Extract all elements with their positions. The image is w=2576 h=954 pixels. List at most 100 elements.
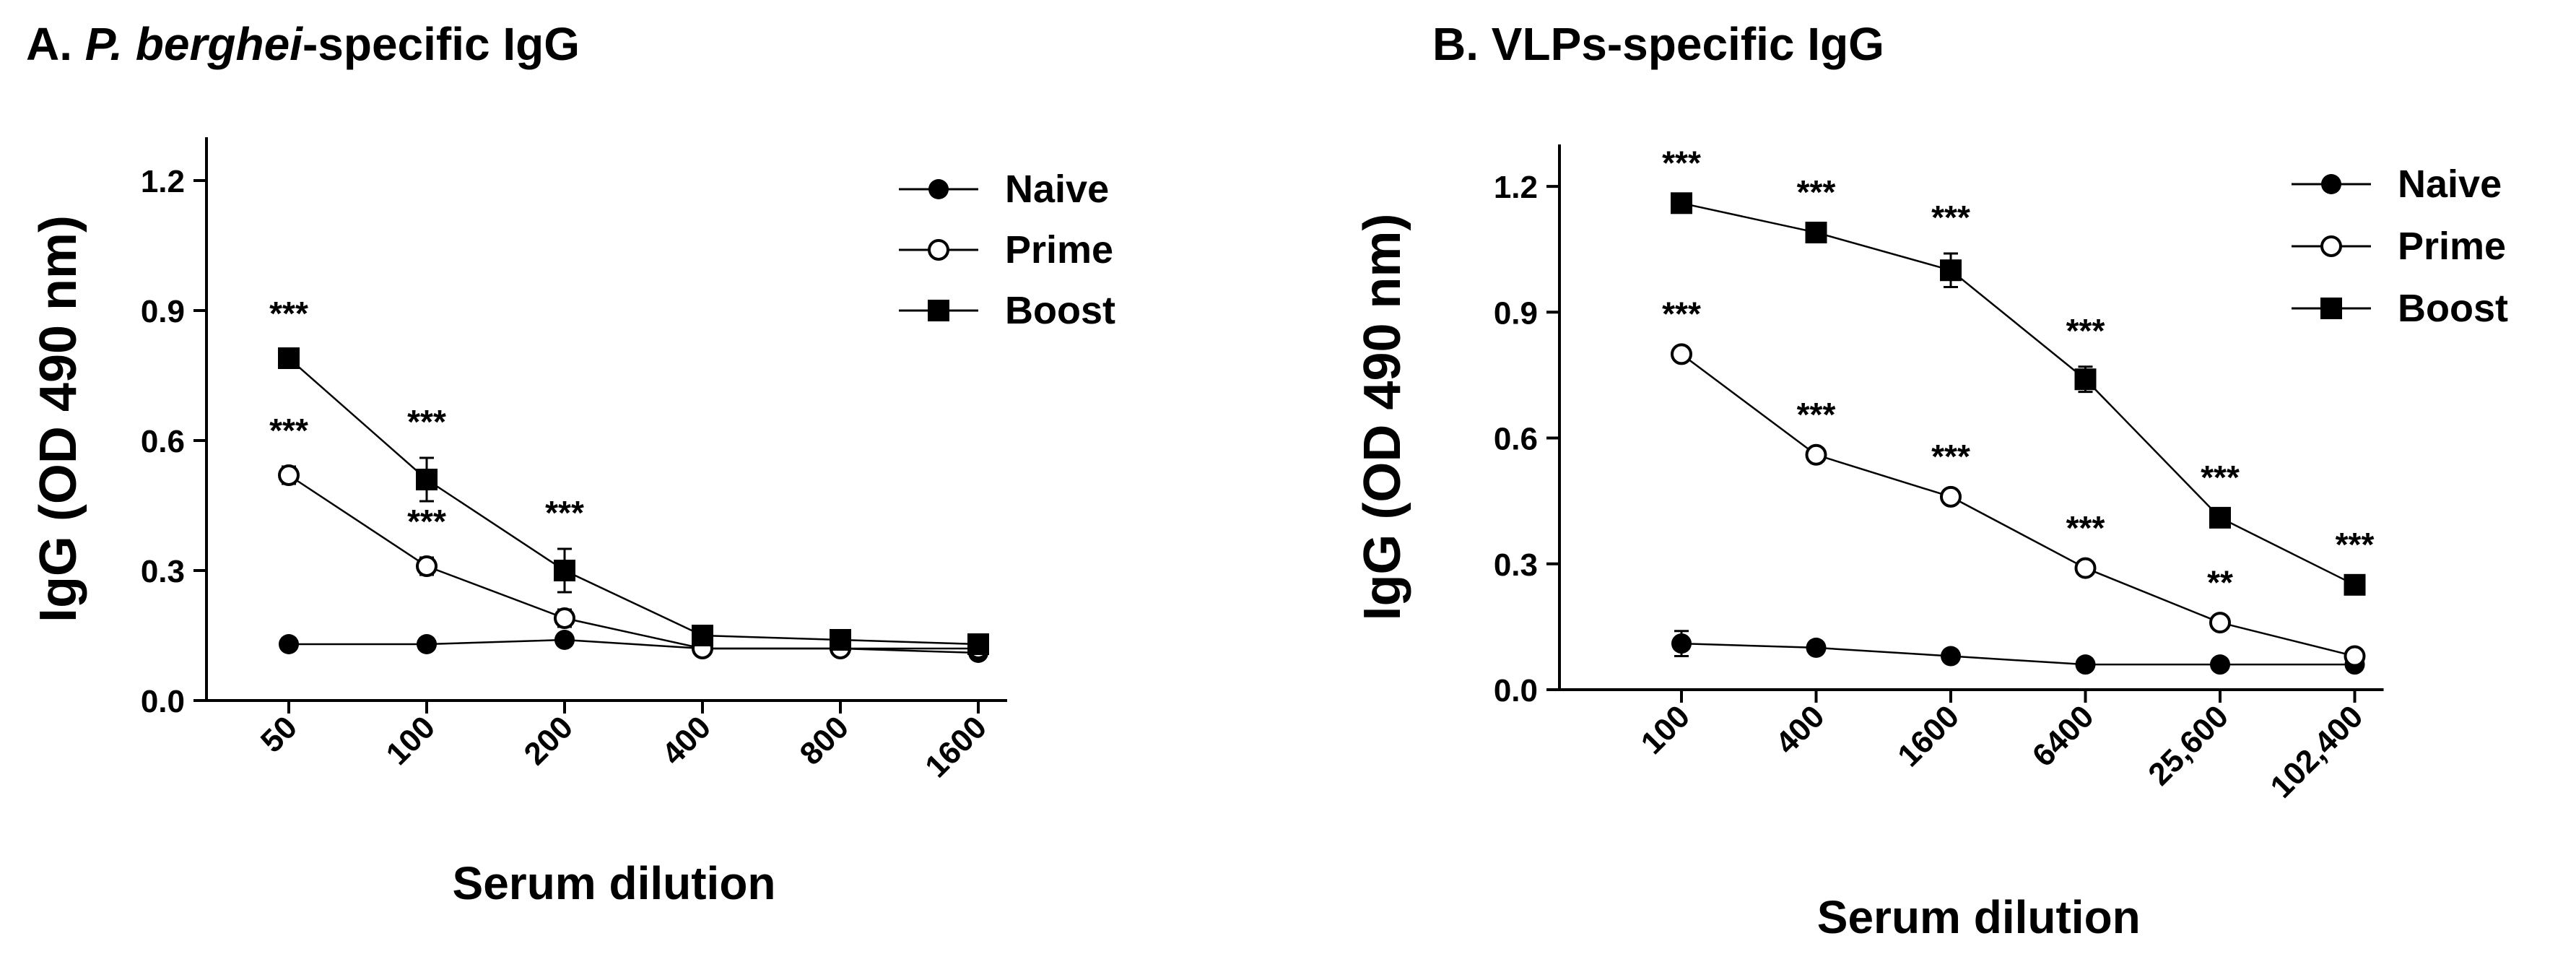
x-tick-label: 400 [1769,698,1832,761]
legend-label-naive: Naive [2398,162,2502,206]
data-point-boost [830,629,851,651]
chart-title-b: B. VLPs-specific IgG [1432,17,1884,71]
chart-b-plot: 0.0 0.3 0.6 0.9 1.2 100 400 1600 6400 25,600 102,4… [1354,144,2508,944]
y-tick-label: 1.2 [141,164,185,199]
significance-label: *** [269,412,308,449]
significance-label: *** [545,494,584,532]
chart-title-a: A. P. berghei-specific IgG [26,17,580,71]
x-tick-label: 100 [380,709,443,772]
data-point-boost [554,560,575,581]
x-tick-label: 1600 [918,709,993,784]
data-point-naive [2075,654,2096,675]
data-point-naive [2210,654,2230,675]
legend-label-boost: Boost [2398,287,2508,330]
significance-label: *** [269,295,308,332]
data-point-naive [417,634,437,654]
data-point-boost [1940,259,1962,282]
significance-label: *** [2336,526,2375,563]
legend-marker-naive [2321,174,2341,194]
data-point-boost [2344,573,2366,596]
x-tick-label: 100 [1635,698,1697,761]
data-point-prime [554,607,575,629]
legend-marker-boost [2320,298,2342,319]
y-tick-label: 0.9 [141,294,185,329]
data-point-naive [554,630,575,650]
data-point-prime [416,555,438,577]
significance-label: *** [1931,438,1970,475]
x-tick-label: 800 [793,709,856,772]
y-tick-label: 0.6 [141,424,185,459]
y-tick-label: 0.6 [1494,422,1538,457]
series-line-boost [288,357,979,646]
legend: Naive Prime Boost [2292,162,2508,330]
legend-marker-prime [928,239,949,261]
legend-label-prime: Prime [2398,225,2506,268]
legend-marker-prime [2320,235,2342,257]
legend-label-boost: Boost [1005,289,1115,332]
data-point-boost [692,625,713,646]
x-axis-label: Serum dilution [453,857,776,909]
x-tick-label: 1600 [1891,698,1966,773]
data-point-boost [967,633,989,655]
y-tick-label: 0.0 [141,684,185,719]
data-point-prime [278,464,300,486]
legend-label-prime: Prime [1005,228,1113,272]
significance-label: *** [1797,396,1836,433]
series-line-naive [1681,642,2355,666]
chart-panel-b: B. VLPs-specific IgG 0.0 0.3 0.6 0.9 1.2 100 4… [1288,0,2576,954]
data-point-boost [416,469,438,490]
series-line-prime [1681,353,2355,657]
data-point-prime [2209,612,2231,634]
significance-label: *** [2066,509,2105,547]
data-point-boost [1805,221,1827,243]
y-tick-label: 0.3 [141,554,185,589]
x-tick-label: 6400 [2026,698,2101,773]
data-point-boost [1671,192,1692,214]
y-tick-label: 0.3 [1494,547,1538,583]
chart-panel-a: A. P. berghei-specific IgG 0.0 0.3 0.6 0.9 1… [26,17,1115,909]
data-point-prime [2074,557,2097,579]
chart-title-b-suffix: VLPs-specific IgG [1491,18,1884,70]
y-tick-label: 1.2 [1494,170,1538,205]
data-point-prime [1805,443,1827,466]
significance-label: *** [2066,312,2105,350]
data-point-boost [2074,368,2097,391]
legend-marker-boost [928,300,949,321]
data-point-prime [1940,485,1962,508]
y-tick-label: 0.0 [1494,673,1538,708]
data-point-prime [2344,645,2366,667]
data-point-boost [278,347,300,369]
data-point-naive [279,634,299,654]
y-tick-label: 0.9 [1494,295,1538,331]
chart-title-b-prefix: B. [1432,18,1492,70]
x-tick-label: 400 [656,709,718,772]
significance-label: ** [2207,563,2233,601]
x-axis-label: Serum dilution [1817,891,2141,943]
chart-title-a-italic: P. berghei [84,18,303,70]
data-point-naive [1941,646,1961,667]
legend: Naive Prime Boost [899,168,1115,332]
x-tick-label: 200 [518,709,580,772]
data-point-naive [1671,633,1692,654]
chart-title-a-prefix: A. [26,18,85,70]
data-point-boost [2209,506,2231,529]
significance-label: *** [2201,459,2240,496]
significance-label: *** [1797,173,1836,211]
series-line-prime [288,474,978,650]
x-tick-label: 102,400 [2263,698,2370,805]
legend-marker-naive [928,179,949,199]
data-point-naive [1806,637,1827,658]
significance-label: *** [1662,295,1701,333]
series-line-boost [1681,202,2356,586]
y-axis-label: IgG (OD 490 nm) [1354,213,1411,620]
chart-title-a-suffix: -specific IgG [302,18,580,70]
chart-a-plot: 0.0 0.3 0.6 0.9 1.2 50 100 200 400 800 1600 IgG (OD… [30,137,1115,909]
significance-label: *** [1662,144,1701,182]
data-point-prime [1671,343,1692,365]
legend-label-naive: Naive [1005,168,1109,211]
significance-label: *** [407,503,446,540]
x-tick-label: 25,600 [2141,698,2235,792]
y-axis-label: IgG (OD 490 nm) [30,215,87,623]
x-tick-label: 50 [254,709,304,759]
significance-label: *** [407,403,446,441]
